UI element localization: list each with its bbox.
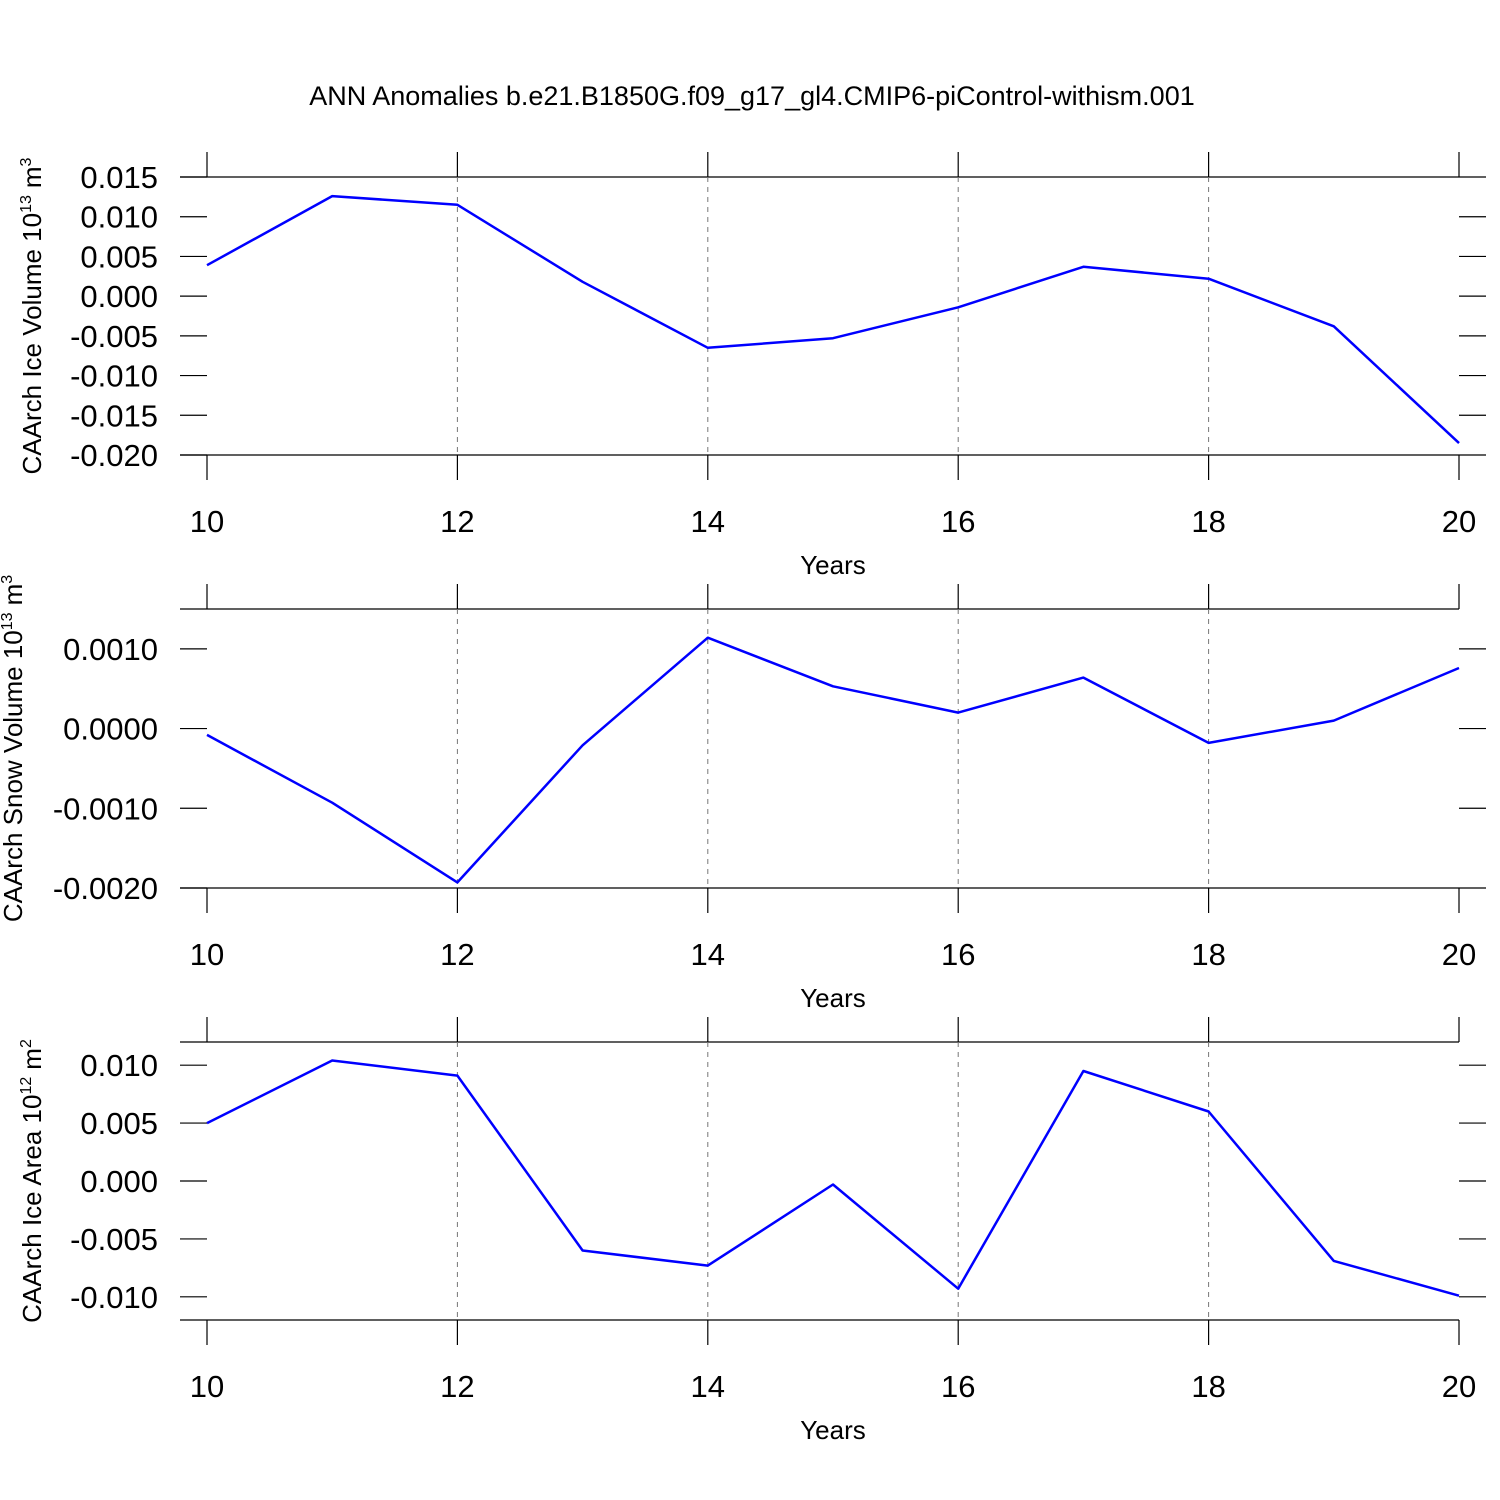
y-tick-label: 0.010 xyxy=(80,1048,158,1083)
y-label-unit-exponent: 2 xyxy=(18,1039,35,1048)
x-tick-label: 18 xyxy=(1191,937,1225,972)
data-line xyxy=(206,1059,1460,1297)
x-tick-label: 16 xyxy=(941,1369,975,1404)
y-label-exponent: 12 xyxy=(18,1077,35,1095)
x-axis-label: Years xyxy=(800,550,866,580)
data-line xyxy=(206,636,1460,884)
x-tick-label: 14 xyxy=(691,504,725,539)
x-tick-label: 16 xyxy=(941,937,975,972)
y-tick-label: -0.015 xyxy=(70,398,158,433)
y-axis-label: CAArch Snow Volume 1013 m3 xyxy=(0,575,28,922)
x-tick-label: 20 xyxy=(1442,504,1476,539)
y-label-exponent: 13 xyxy=(18,195,35,213)
x-tick-label: 10 xyxy=(190,1369,224,1404)
y-axis-label: CAArch Ice Area 1012 m2 xyxy=(17,1039,47,1323)
y-label-unit: m xyxy=(17,1048,47,1070)
y-label-unit: m xyxy=(17,166,47,188)
y-tick-label: -0.005 xyxy=(70,319,158,354)
y-tick-label: -0.005 xyxy=(70,1222,158,1257)
y-tick-label: -0.010 xyxy=(70,359,158,394)
figure-title: ANN Anomalies b.e21.B1850G.f09_g17_gl4.C… xyxy=(309,81,1194,111)
x-tick-label: 14 xyxy=(691,1369,725,1404)
y-tick-label: 0.0000 xyxy=(63,712,158,747)
x-axis-label: Years xyxy=(800,983,866,1013)
x-tick-label: 16 xyxy=(941,504,975,539)
y-tick-label: -0.020 xyxy=(70,438,158,473)
x-tick-label: 20 xyxy=(1442,937,1476,972)
y-tick-label: -0.010 xyxy=(70,1280,158,1315)
y-tick-label: 0.000 xyxy=(80,279,158,314)
x-axis-label: Years xyxy=(800,1415,866,1445)
y-label-unit-exponent: 3 xyxy=(0,575,16,584)
x-tick-label: 18 xyxy=(1191,504,1225,539)
y-label-unit: m xyxy=(0,584,28,606)
x-tick-label: 18 xyxy=(1191,1369,1225,1404)
x-tick-label: 20 xyxy=(1442,1369,1476,1404)
y-label-text: CAArch Snow Volume 10 xyxy=(0,630,28,922)
x-tick-label: 10 xyxy=(190,504,224,539)
x-tick-label: 10 xyxy=(190,937,224,972)
y-tick-label: 0.010 xyxy=(80,200,158,235)
y-label-unit-exponent: 3 xyxy=(18,157,35,166)
y-label-text: CAArch Ice Volume 10 xyxy=(17,213,47,475)
y-label-text: CAArch Ice Area 10 xyxy=(17,1095,47,1323)
x-tick-label: 14 xyxy=(691,937,725,972)
x-tick-label: 12 xyxy=(440,504,474,539)
data-line xyxy=(206,194,1460,445)
y-axis-label: CAArch Ice Volume 1013 m3 xyxy=(17,157,47,474)
y-tick-label: 0.015 xyxy=(80,160,158,195)
y-tick-label: 0.005 xyxy=(80,1106,158,1141)
y-tick-label: 0.000 xyxy=(80,1164,158,1199)
y-tick-label: 0.0010 xyxy=(63,632,158,667)
y-label-exponent: 13 xyxy=(0,612,16,630)
y-tick-label: -0.0020 xyxy=(53,871,158,906)
x-tick-label: 12 xyxy=(440,937,474,972)
y-tick-label: 0.005 xyxy=(80,239,158,274)
x-tick-label: 12 xyxy=(440,1369,474,1404)
y-tick-label: -0.0010 xyxy=(53,791,158,826)
